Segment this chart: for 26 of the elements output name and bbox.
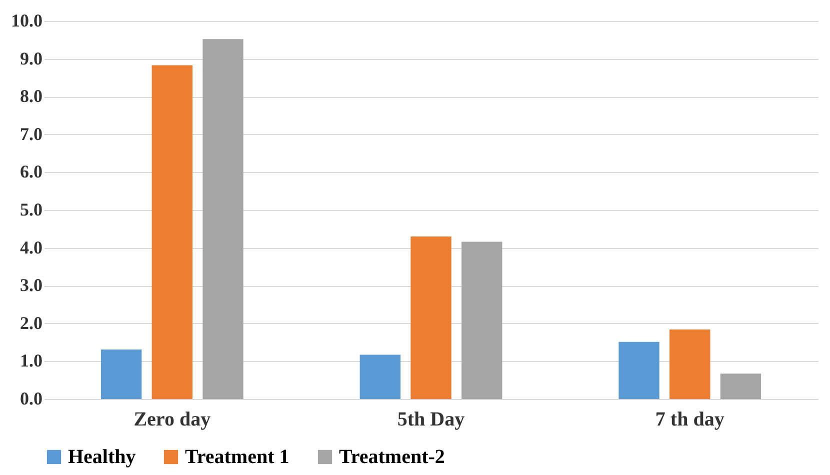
bar [202,39,244,399]
y-tick-label: 6.0 [20,162,42,182]
bar [462,242,502,399]
bar [152,65,192,399]
y-tick-label: 4.0 [20,237,42,258]
bar [410,236,452,399]
x-tick-label: 7 th day [655,408,724,430]
x-tick-label: Zero day [134,408,211,430]
y-tick-label: 5.0 [20,200,42,220]
y-tick-label: 8.0 [20,86,42,106]
legend-label: Healthy [68,446,136,468]
bar [360,354,400,399]
legend-label: Treatment-2 [339,446,445,468]
bar [670,329,710,399]
y-tick-label: 7.0 [20,124,42,144]
x-tick-label: 5th Day [397,408,465,430]
bar [618,342,660,399]
y-tick-label: 2.0 [20,312,42,333]
bar [100,349,142,399]
y-tick-label: 1.0 [20,350,42,371]
y-tick-label: 0.0 [20,388,42,408]
y-tick-label: 10.0 [11,10,42,30]
y-tick-label: 9.0 [20,48,42,68]
legend-label: Treatment 1 [185,446,290,468]
y-tick-label: 3.0 [20,275,42,296]
bar [720,374,762,399]
